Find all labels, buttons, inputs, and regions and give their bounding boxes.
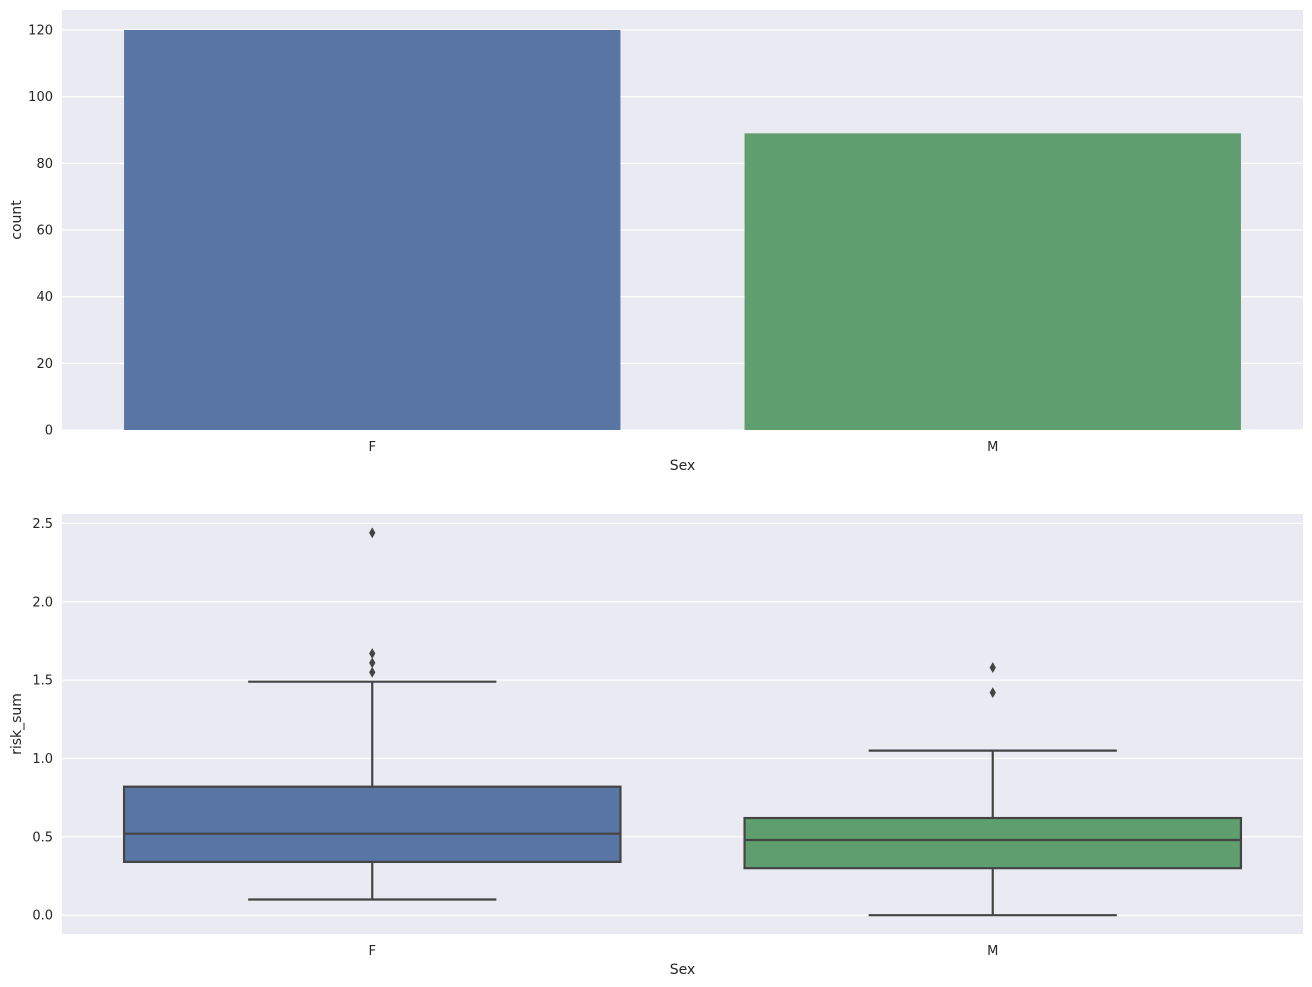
box-plot-gridlines [62,522,1303,916]
outlier-point [369,657,376,669]
outlier-point [369,666,376,678]
box-plot-y-axis-label: risk_sum [9,693,25,755]
outlier-point [369,527,376,539]
box-plot-x-axis-label: Sex [670,962,696,978]
x-tick-label: M [987,944,998,959]
y-tick-label: 120 [28,24,53,39]
y-tick-label: 0.5 [32,830,53,845]
y-tick-label: 0 [45,424,53,439]
box-plot-y-ticks: 0.0 0.5 1.0 1.5 2.0 2.5 [32,517,53,924]
bar-F [124,30,621,430]
y-tick-label: 60 [36,224,53,239]
iqr-box [743,816,1243,870]
box-M [743,662,1243,917]
bar-chart-y-axis-label: count [9,200,25,240]
x-tick-label: M [987,440,998,455]
y-tick-label: 1.0 [32,752,53,767]
x-tick-label: F [369,440,376,455]
bar-M [744,133,1241,431]
y-tick-label: 40 [36,290,53,305]
box-F [122,527,622,901]
y-tick-label: 80 [36,157,53,172]
box-plot-boxes [122,527,1243,917]
y-tick-label: 1.5 [32,674,53,689]
bar-chart-bars [124,30,1241,431]
y-tick-label: 100 [28,90,53,105]
bar-chart-y-ticks: 0 20 40 60 80 100 120 [28,24,53,439]
box-plot-plot-area [62,514,1303,934]
outlier-point [989,662,996,673]
outlier-point [369,648,376,659]
y-tick-label: 2.5 [32,517,53,532]
outlier-point [989,687,996,699]
iqr-box [122,785,622,864]
y-tick-label: 20 [36,357,53,372]
y-tick-label: 0.0 [32,909,53,924]
y-tick-label: 2.0 [32,595,53,610]
x-tick-label: F [369,944,376,959]
bar-chart-x-axis-label: Sex [670,458,696,474]
